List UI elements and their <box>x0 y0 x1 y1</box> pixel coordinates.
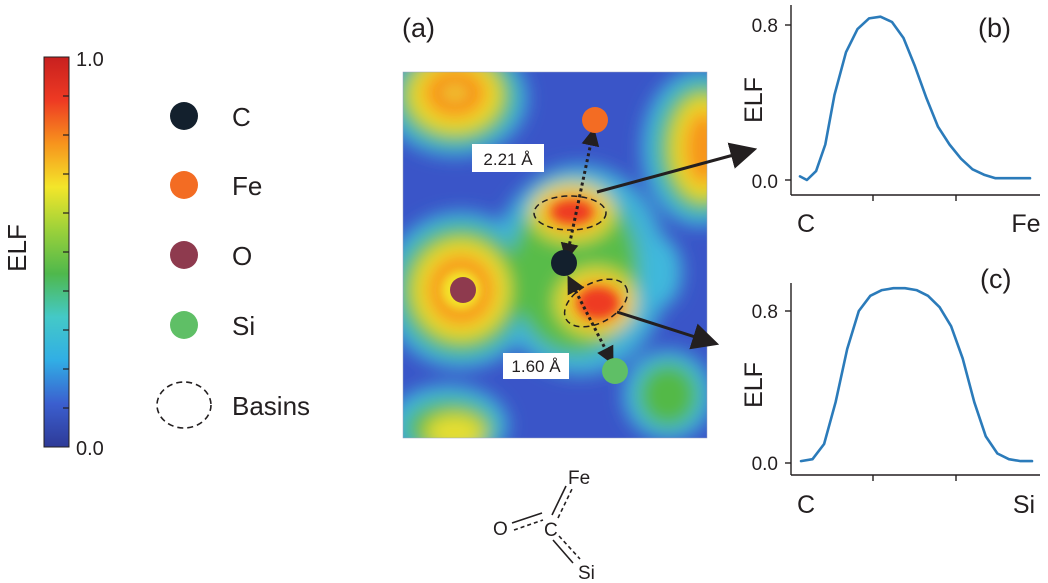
molecule-o: O <box>493 519 508 540</box>
elf-map-frame <box>402 71 708 439</box>
plot-b-ytick-label-low: 0.0 <box>752 172 778 193</box>
si-atom <box>602 358 628 384</box>
bond-c-fe-1 <box>551 485 567 516</box>
plot-c-ytick-label-high: 0.8 <box>752 302 778 323</box>
plot-b: (b) 0.8 0.0 ELF C Fe <box>740 5 1041 238</box>
colorbar-max-label: 1.0 <box>76 49 104 71</box>
iron-atom-icon <box>170 171 198 199</box>
legend-item-o: O <box>170 241 252 271</box>
molecule-si: Si <box>578 563 595 583</box>
molecule-sketch: Fe O C Si <box>493 468 595 583</box>
molecule-c: C <box>544 520 558 541</box>
plot-c-xtick-label-end: Si <box>1013 491 1035 519</box>
bond-c-si-2 <box>558 535 581 560</box>
carbon-atom-icon <box>170 102 198 130</box>
fe-atom <box>582 107 608 133</box>
plot-c: (c) 0.8 0.0 ELF C Si <box>740 264 1040 519</box>
legend-label-fe: Fe <box>232 171 262 201</box>
legend-item-fe: Fe <box>170 171 262 201</box>
oxygen-atom-icon <box>170 241 198 269</box>
plot-b-elf-line <box>798 15 1032 182</box>
molecule-fe: Fe <box>568 468 590 489</box>
basin-outline-icon <box>156 381 212 429</box>
legend-item-basins: Basins <box>156 381 310 429</box>
distance-label-si: 1.60 Å <box>503 353 569 379</box>
bond-path-c-si <box>567 275 614 365</box>
legend-label-c: C <box>232 102 251 132</box>
legend-label-si: Si <box>232 311 255 341</box>
plot-c-elf-line <box>799 286 1034 463</box>
bond-c-o-1 <box>511 512 543 524</box>
panel-label-b: (b) <box>978 13 1011 43</box>
bond-c-o-2 <box>513 519 544 531</box>
colorbar-min-label: 0.0 <box>76 438 104 460</box>
arrow-to-panel-c <box>616 310 720 350</box>
colorbar: 1.0 0.0 ELF <box>2 49 104 460</box>
distance-label-fe: 2.21 Å <box>472 144 544 172</box>
distance-text-fe: 2.21 Å <box>483 150 533 169</box>
panel-label-a: (a) <box>402 13 435 43</box>
o-atom <box>450 277 476 303</box>
bond-path-c-fe <box>560 127 600 262</box>
c-atom <box>551 250 577 276</box>
plot-c-xtick-label-start: C <box>797 491 815 519</box>
plot-b-xtick-label-end: Fe <box>1011 210 1040 238</box>
plot-b-ytick-label-high: 0.8 <box>752 16 778 37</box>
colorbar-ticks <box>63 95 69 409</box>
legend-item-si: Si <box>170 311 255 341</box>
arrow-to-panel-b <box>596 142 758 194</box>
plot-b-xtick-label-start: C <box>797 210 815 238</box>
silicon-atom-icon <box>170 311 198 339</box>
bond-c-fe-2 <box>557 488 573 519</box>
plot-b-ylabel: ELF <box>740 77 768 123</box>
legend-label-basins: Basins <box>232 391 310 421</box>
bond-c-si-1 <box>552 539 574 564</box>
legend-label-o: O <box>232 241 252 271</box>
distance-text-si: 1.60 Å <box>511 357 561 376</box>
colorbar-title: ELF <box>2 224 32 272</box>
panel-label-c: (c) <box>980 264 1011 294</box>
legend: C Fe O Si Basins <box>156 102 310 429</box>
plot-c-ylabel: ELF <box>740 362 768 408</box>
legend-item-c: C <box>170 102 251 132</box>
plot-c-ytick-label-low: 0.0 <box>752 454 778 475</box>
